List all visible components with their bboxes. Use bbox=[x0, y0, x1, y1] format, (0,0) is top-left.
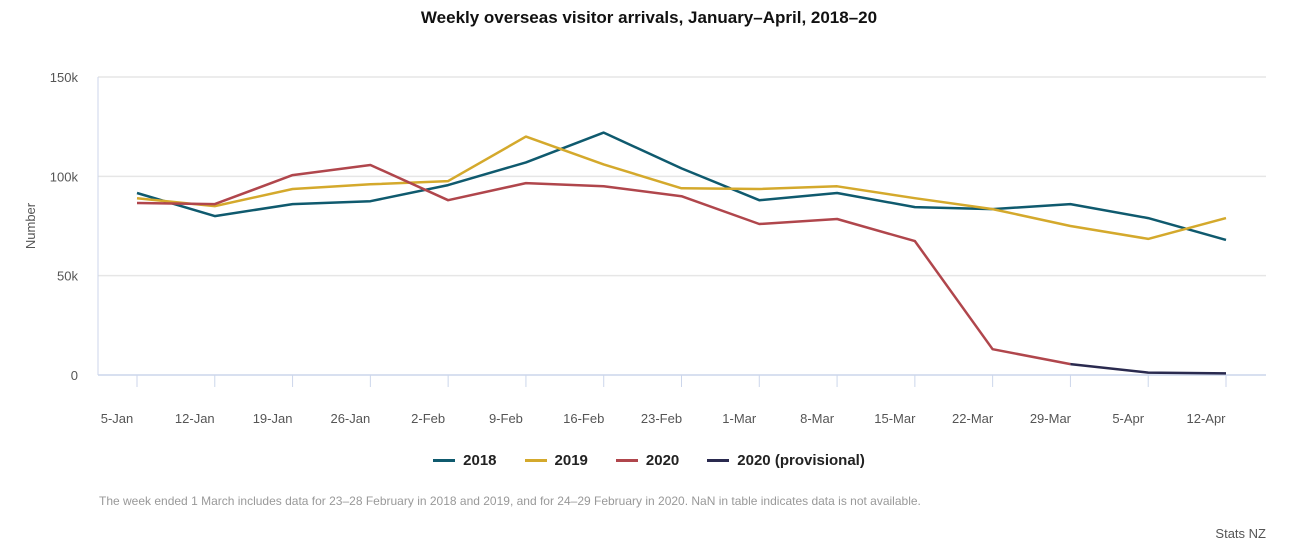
series-lines bbox=[136, 131, 1227, 375]
x-tick-label: 12-Jan bbox=[175, 411, 215, 426]
legend-label: 2018 bbox=[463, 452, 497, 469]
y-tick-label: 100k bbox=[50, 169, 79, 184]
x-tick-label: 1-Mar bbox=[722, 411, 757, 426]
x-tick-label: 26-Jan bbox=[330, 411, 370, 426]
x-tick-label: 29-Mar bbox=[1030, 411, 1072, 426]
series-line-2018 bbox=[136, 131, 1227, 242]
legend-item-2020[interactable]: 2020 bbox=[615, 452, 680, 469]
legend-swatch-icon bbox=[524, 459, 547, 462]
chart-title: Weekly overseas visitor arrivals, Januar… bbox=[420, 8, 878, 27]
x-tick-label: 23-Feb bbox=[641, 411, 682, 426]
legend-label: 2020 (provisional) bbox=[737, 452, 865, 469]
x-tick-label: 16-Feb bbox=[563, 411, 604, 426]
legend-item-2018[interactable]: 2018 bbox=[433, 452, 497, 469]
x-axis-ticks: 5-Jan 12-Jan 19-Jan 26-Jan 2-Feb 9-Feb 16-Feb 2… bbox=[101, 375, 1227, 426]
source-credit: Stats NZ bbox=[1215, 526, 1266, 541]
axes bbox=[97, 77, 1266, 376]
x-tick-label: 19-Jan bbox=[253, 411, 293, 426]
y-tick-label: 50k bbox=[57, 269, 78, 284]
series-line-2020 bbox=[136, 163, 1071, 366]
x-tick-label: 22-Mar bbox=[952, 411, 994, 426]
x-tick-label: 5-Jan bbox=[101, 411, 134, 426]
legend-label: 2020 bbox=[645, 452, 680, 469]
x-tick-label: 9-Feb bbox=[489, 411, 523, 426]
line-chart: 0 50k 100k 150k 5-Jan 12-Jan 19-Jan 26-Jan 2-Fe… bbox=[23, 70, 1266, 426]
x-tick-label: 15-Mar bbox=[874, 411, 916, 426]
x-tick-label: 5-Apr bbox=[1112, 411, 1144, 426]
legend-swatch-icon bbox=[707, 459, 730, 462]
legend-item-2019[interactable]: 2019 bbox=[524, 452, 588, 469]
legend-swatch-icon bbox=[615, 459, 638, 462]
footnote: The week ended 1 March includes data for… bbox=[99, 494, 921, 508]
y-axis-ticks: 0 50k 100k 150k bbox=[50, 70, 79, 383]
legend: 2018 2019 2020 2020 (provisional) bbox=[0, 452, 1298, 469]
legend-label: 2019 bbox=[554, 452, 588, 469]
series-line-2020-provisional bbox=[1070, 362, 1227, 375]
legend-swatch-icon bbox=[433, 459, 456, 462]
series-line-2019 bbox=[136, 135, 1227, 241]
x-tick-label: 8-Mar bbox=[800, 411, 835, 426]
x-tick-label: 12-Apr bbox=[1186, 411, 1226, 426]
y-axis-label: Number bbox=[23, 202, 38, 249]
y-tick-label: 0 bbox=[71, 368, 78, 383]
x-tick-label: 2-Feb bbox=[411, 411, 445, 426]
legend-item-2020-provisional[interactable]: 2020 (provisional) bbox=[707, 452, 865, 469]
gridlines bbox=[98, 76, 1266, 277]
y-tick-label: 150k bbox=[50, 70, 79, 85]
